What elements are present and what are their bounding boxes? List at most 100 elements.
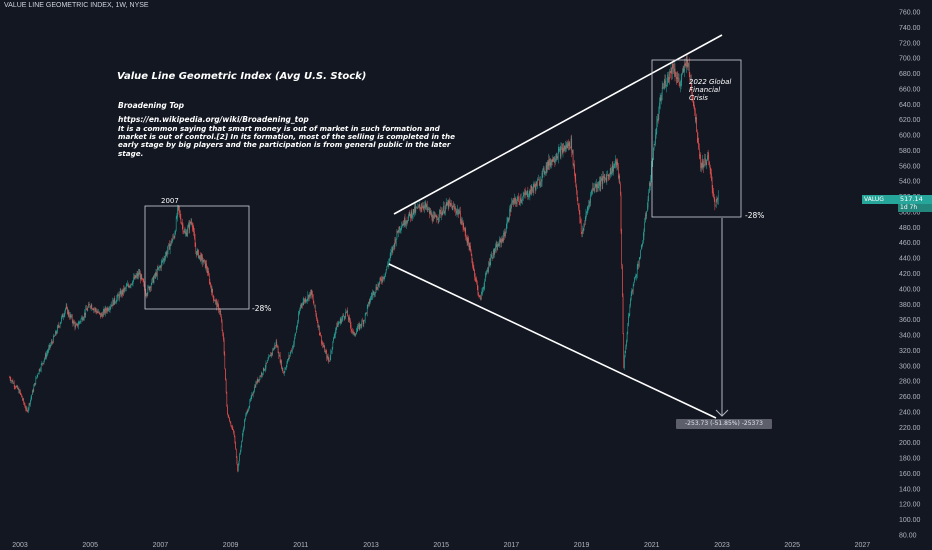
candle-body bbox=[694, 106, 695, 111]
candle-body bbox=[607, 175, 609, 177]
candle-body bbox=[171, 241, 172, 244]
candle-body bbox=[372, 291, 374, 294]
candle-body bbox=[497, 243, 499, 247]
box-2007[interactable] bbox=[144, 205, 250, 310]
candle-body bbox=[30, 397, 32, 400]
candle-body bbox=[655, 132, 657, 136]
candle-body bbox=[399, 229, 401, 230]
candle-body bbox=[661, 87, 663, 96]
candle-body bbox=[160, 266, 161, 268]
candle-body bbox=[407, 220, 409, 222]
symbol-title[interactable]: VALUE LINE GEOMETRIC INDEX, 1W, NYSE bbox=[4, 2, 149, 9]
candle-body bbox=[551, 159, 553, 162]
candle-body bbox=[136, 273, 138, 276]
candle-body bbox=[443, 205, 444, 212]
candle-body bbox=[28, 403, 30, 409]
candle-body bbox=[665, 80, 666, 87]
candle-body bbox=[300, 303, 302, 307]
candle-body bbox=[523, 194, 525, 197]
candle-body bbox=[92, 309, 94, 310]
candle-body bbox=[52, 342, 53, 343]
candle-body bbox=[90, 306, 91, 308]
candle-body bbox=[701, 163, 702, 168]
candle-body bbox=[555, 158, 556, 162]
y-tick-label: 200.00 bbox=[899, 440, 921, 447]
candle-body bbox=[10, 379, 12, 382]
candle-body bbox=[449, 200, 450, 204]
annotation-url[interactable]: https://en.wikipedia.org/wiki/Broadening… bbox=[118, 115, 309, 124]
candle-body bbox=[383, 277, 385, 279]
candle-body bbox=[412, 209, 414, 216]
candle-body bbox=[653, 144, 655, 149]
candle-body bbox=[92, 308, 93, 310]
candle-body bbox=[30, 399, 31, 405]
y-tick-label: 620.00 bbox=[899, 117, 921, 124]
candle-body bbox=[480, 292, 482, 300]
candle-body bbox=[202, 256, 203, 263]
candle-body bbox=[543, 168, 545, 174]
price-axis[interactable]: 80.00 100.00 120.00 140.00 160.00 180.00 200.0… bbox=[899, 10, 921, 540]
lower-trendline[interactable] bbox=[388, 263, 717, 419]
candle-body bbox=[511, 202, 512, 208]
candle-body bbox=[470, 245, 471, 252]
time-axis[interactable]: 2003 2005 2007 2009 2011 2013 2015 2017 2019 2021… bbox=[12, 542, 870, 549]
candle-body bbox=[553, 161, 555, 162]
y-tick-label: 700.00 bbox=[899, 56, 921, 63]
candle-body bbox=[186, 232, 187, 236]
candle-body bbox=[524, 192, 525, 195]
upper-trendline[interactable] bbox=[393, 34, 723, 215]
candle-body bbox=[231, 425, 232, 427]
candle-body bbox=[28, 408, 29, 412]
candle-body bbox=[634, 277, 635, 283]
candle-body bbox=[223, 340, 225, 355]
candle-body bbox=[93, 308, 95, 310]
candle-body bbox=[224, 354, 226, 369]
candle-body bbox=[391, 249, 393, 252]
candle-body bbox=[394, 239, 396, 247]
candle-body bbox=[364, 319, 365, 321]
candle-body bbox=[419, 204, 421, 207]
candle-body bbox=[198, 250, 199, 258]
candle-body bbox=[580, 222, 582, 233]
candle-body bbox=[618, 165, 619, 178]
candle-body bbox=[418, 204, 420, 207]
candle-body bbox=[332, 341, 334, 349]
candle-body bbox=[105, 308, 106, 314]
candle-body bbox=[666, 82, 668, 86]
y-tick-label: 100.00 bbox=[899, 517, 921, 524]
symbol-badge[interactable]: VALUG bbox=[862, 195, 898, 204]
candle-body bbox=[416, 207, 417, 209]
box-2022[interactable] bbox=[651, 59, 742, 218]
candle-body bbox=[19, 390, 20, 394]
candle-body bbox=[707, 155, 709, 157]
candle-body bbox=[220, 311, 222, 317]
candle-body bbox=[19, 390, 21, 393]
candle-body bbox=[20, 392, 22, 395]
candle-body bbox=[117, 294, 119, 296]
y-tick-label: 740.00 bbox=[899, 25, 921, 32]
candle-body bbox=[717, 197, 718, 200]
candle-body bbox=[567, 143, 568, 149]
candle-body bbox=[495, 244, 497, 247]
candle-body bbox=[404, 218, 405, 226]
candle-body bbox=[194, 231, 195, 239]
candle-body bbox=[348, 317, 350, 320]
candle-body bbox=[155, 272, 157, 276]
candle-body bbox=[649, 182, 651, 186]
candle-body bbox=[225, 380, 227, 392]
candle-body bbox=[298, 314, 299, 322]
candle-body bbox=[412, 215, 413, 218]
candle-body bbox=[514, 198, 516, 200]
candle-body bbox=[422, 206, 424, 208]
candle-body bbox=[182, 224, 184, 232]
candle-body bbox=[645, 215, 647, 216]
candle-body bbox=[645, 215, 646, 222]
candle-body bbox=[204, 260, 206, 268]
candle-body bbox=[595, 184, 596, 187]
candle-body bbox=[199, 255, 201, 256]
candle-body bbox=[294, 335, 296, 339]
candle-body bbox=[466, 238, 468, 243]
last-price-badge: 517.14 bbox=[898, 195, 932, 204]
candle-body bbox=[319, 333, 321, 336]
